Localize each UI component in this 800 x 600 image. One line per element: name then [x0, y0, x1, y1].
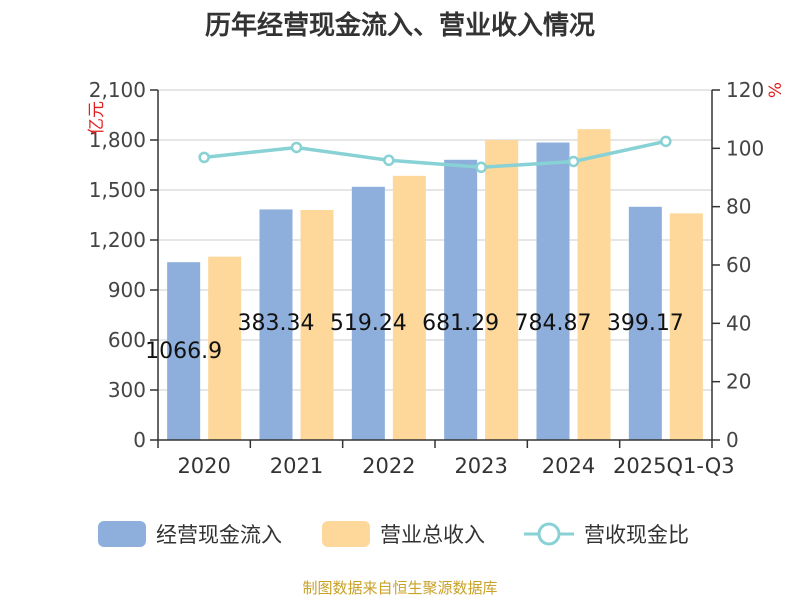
ratio-point	[475, 161, 487, 174]
source-note: 制图数据来自恒生聚源数据库	[302, 579, 497, 597]
revenue-bar	[392, 175, 426, 441]
data-labels: 1066.9 383.34 519.24 681.29 784.87 399.17	[145, 311, 684, 364]
x-axis-category-label: 2023	[454, 454, 507, 478]
legend-label: 营收现金比	[584, 523, 689, 547]
bars	[167, 129, 703, 441]
cash-inflow-data-label: 399.17	[607, 311, 684, 336]
x-axis-category-label: 2020	[177, 454, 230, 478]
right-axis-tick-label: 100	[726, 136, 764, 160]
ratio-line-series	[198, 135, 672, 174]
cash-inflow-bar	[351, 186, 385, 440]
ratio-point	[290, 141, 303, 154]
cash-inflow-data-label: 519.24	[330, 311, 407, 336]
right-axis-tick-label: 80	[726, 195, 751, 219]
left-axis-tick-label: 1,500	[89, 178, 146, 202]
left-axis-unit: 亿元	[87, 101, 107, 135]
left-axis-tick-label: 0	[133, 428, 146, 452]
x-axis-category-label: 2025Q1-Q3	[613, 454, 735, 478]
left-axis-tick-label: 2,100	[89, 78, 146, 102]
left-axis-tick-label: 300	[108, 378, 146, 402]
right-axis-tick-label: 40	[726, 311, 751, 335]
legend-swatch-cash-inflow	[98, 521, 146, 547]
revenue-bar	[300, 210, 334, 440]
cash-inflow-bar	[259, 209, 293, 440]
right-axis-tick-label: 120	[726, 78, 764, 102]
right-axis-tick-label: 60	[726, 253, 751, 277]
axes: 0 300 600 900 1,200 1,500 1,800 2,100 0 20 40 60 80 1…	[89, 78, 764, 478]
cash-inflow-data-label: 681.29	[422, 311, 499, 336]
left-axis-tick-label: 1,200	[89, 228, 146, 252]
ratio-point	[567, 155, 580, 168]
legend: 经营现金流入 营业总收入 营收现金比	[98, 521, 689, 547]
right-axis-tick-label: 0	[726, 428, 739, 452]
cash-inflow-data-label: 1066.9	[145, 339, 222, 364]
cash-inflow-bar	[628, 206, 662, 440]
revenue-bar	[485, 140, 519, 440]
cash-inflow-data-label: 383.34	[238, 311, 315, 336]
left-axis-tick-label: 1,800	[89, 128, 146, 152]
revenue-bar	[577, 129, 611, 440]
ratio-point	[383, 154, 395, 167]
right-axis-unit: %	[766, 82, 786, 98]
ratio-line	[203, 139, 667, 170]
legend-swatch-ratio-marker	[537, 522, 561, 546]
legend-label: 经营现金流入	[156, 523, 282, 547]
ratio-point	[198, 151, 210, 164]
legend-label: 营业总收入	[380, 523, 485, 547]
left-axis-tick-label: 600	[108, 328, 146, 352]
legend-swatch-revenue	[322, 521, 370, 547]
revenue-bar	[669, 213, 703, 440]
cash-inflow-bar	[444, 159, 478, 440]
x-axis-category-label: 2021	[270, 454, 323, 478]
cash-inflow-data-label: 784.87	[515, 311, 592, 336]
chart-title: 历年经营现金流入、营业收入情况	[205, 10, 595, 41]
grid	[158, 89, 712, 441]
x-axis-category-label: 2024	[542, 454, 595, 478]
x-axis-category-label: 2022	[362, 454, 415, 478]
revenue-bar	[208, 256, 242, 440]
right-axis-tick-label: 20	[726, 370, 751, 394]
ratio-point	[660, 135, 672, 148]
left-axis-tick-label: 900	[108, 278, 146, 302]
cash-inflow-bar	[167, 262, 201, 440]
cash-inflow-bar	[536, 142, 570, 440]
